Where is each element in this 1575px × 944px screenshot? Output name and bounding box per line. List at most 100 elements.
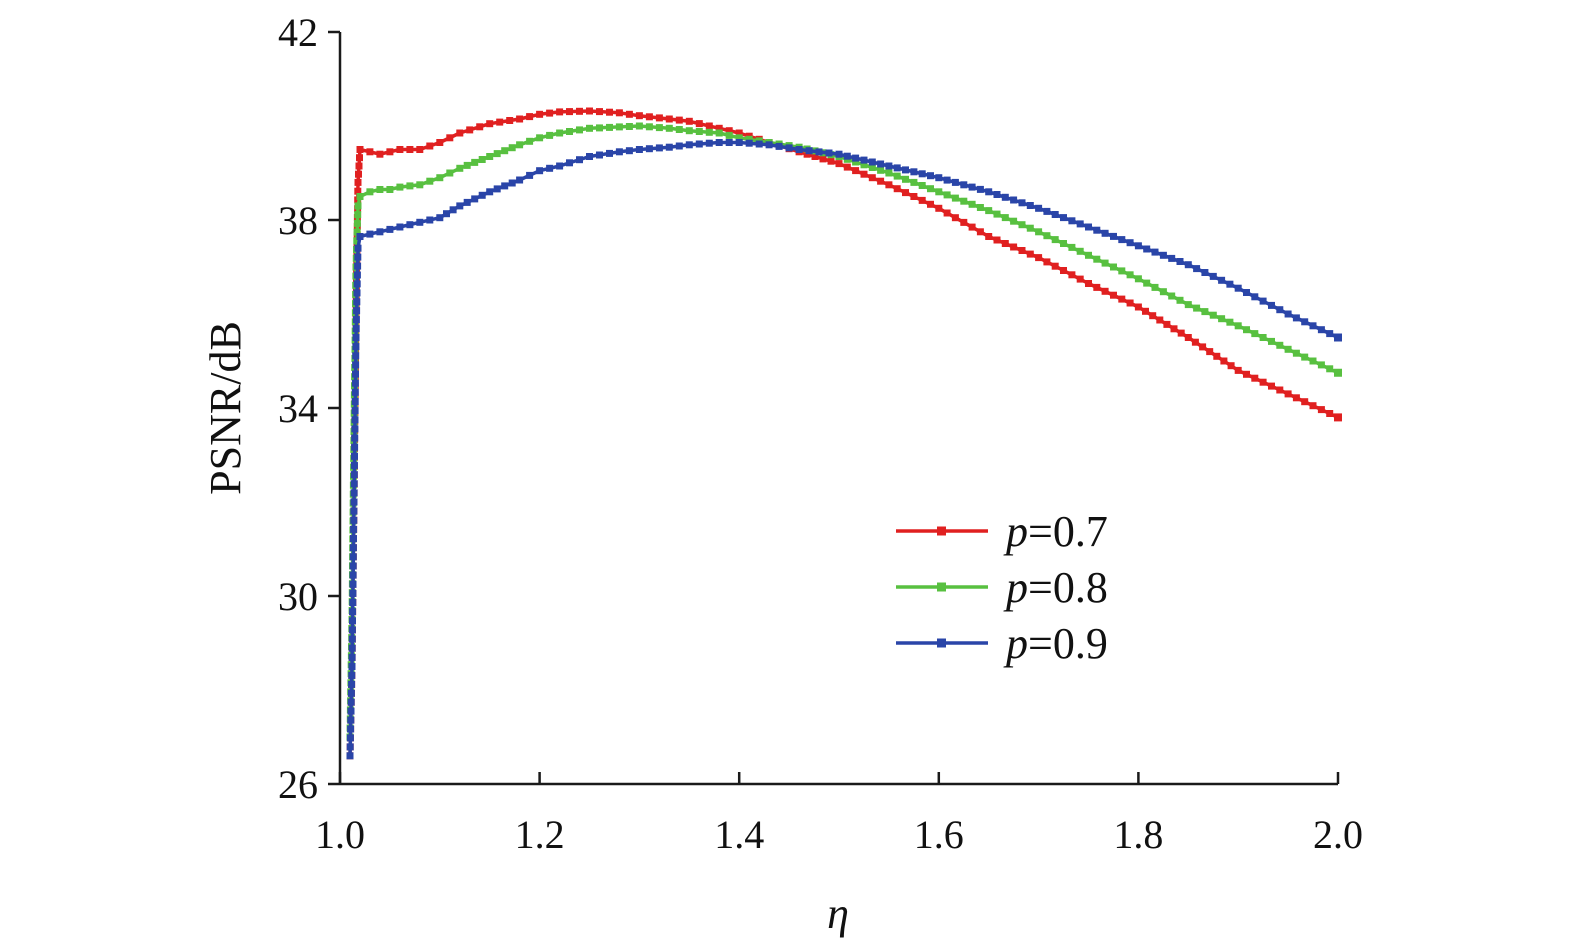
series-marker [606,123,613,131]
series-marker [347,716,355,724]
series-marker [735,139,743,146]
series-marker [443,210,450,218]
series-marker [353,280,361,288]
series-marker [349,617,356,625]
series-marker [566,108,573,116]
series-marker [852,158,860,166]
series-marker [825,149,833,157]
series-marker [843,152,851,160]
series-marker [1193,265,1201,273]
series-marker [416,181,424,189]
series-marker [1234,284,1242,292]
series-marker [1226,280,1234,288]
y-tick-label: 30 [278,574,318,619]
series-marker [386,225,394,233]
series-marker [685,117,693,125]
series-marker [386,186,394,193]
series-marker [347,698,355,706]
series-marker [348,626,356,634]
series-marker [1251,293,1259,301]
series-marker [1085,223,1092,231]
series-marker [893,164,901,172]
series-marker [635,146,643,153]
series-marker [596,151,603,159]
series-marker [347,707,355,715]
series-marker [1093,255,1101,263]
series-marker [1209,311,1217,319]
series-marker [351,388,359,396]
series-marker [705,139,713,147]
series-marker [1043,258,1051,266]
series-marker [351,398,359,405]
series-marker [406,146,414,153]
series-marker [1035,228,1043,236]
series-marker [805,147,813,155]
series-marker [1184,334,1192,341]
series-marker [1326,365,1334,373]
series-marker [835,160,843,168]
series-marker [1110,263,1117,271]
series-marker [406,221,414,229]
series-marker [355,162,363,170]
series-marker [1110,232,1117,240]
series-marker [1043,207,1051,215]
series-marker [1060,267,1067,274]
series-marker [1026,202,1034,209]
series-marker [1292,314,1300,322]
series-marker [1301,398,1309,406]
series-marker [625,123,633,130]
series-marker [352,334,360,341]
series-marker [1309,357,1317,365]
series-marker [819,155,827,163]
series-marker [526,137,534,145]
series-marker [466,126,474,134]
series-marker [685,127,693,135]
legend-label-variable: p [1003,619,1028,668]
series-marker [885,169,893,177]
series-marker [1334,413,1342,422]
series-line [348,140,1339,756]
series-marker [1268,337,1275,345]
series-marker [536,110,544,118]
series-marker [496,118,504,126]
series-marker [1126,299,1134,307]
series-marker [348,671,356,679]
series-marker [1159,251,1167,259]
series-marker [795,146,803,153]
series-marker [354,187,362,195]
series-marker [665,115,673,123]
series-marker [516,176,524,184]
series-marker [351,434,359,442]
series-layer [346,107,1342,760]
series-marker [536,134,544,142]
series-marker [1218,315,1226,323]
series-marker [348,680,356,688]
series-marker [1292,349,1300,357]
series-marker [893,185,901,193]
series-marker [353,298,361,306]
series-marker [943,176,951,184]
series-marker [715,129,723,137]
series-marker [478,191,486,199]
series-marker [352,316,360,324]
series-marker [645,123,653,131]
y-tick-label: 34 [278,386,318,431]
series-marker [1076,275,1084,283]
series-marker [852,154,860,162]
series-marker [566,128,573,135]
series-marker [1268,382,1275,390]
series-marker [1149,312,1157,320]
series-marker [1317,326,1325,334]
series-marker [935,174,943,182]
series-marker [927,172,934,180]
series-marker [1191,338,1199,346]
series-marker [376,150,384,158]
axes [338,32,1338,786]
series-marker [902,166,909,174]
series-marker [1093,226,1101,234]
series-marker [1134,275,1142,283]
series-marker [596,124,603,132]
series-marker [349,589,357,597]
series-marker [695,128,703,135]
